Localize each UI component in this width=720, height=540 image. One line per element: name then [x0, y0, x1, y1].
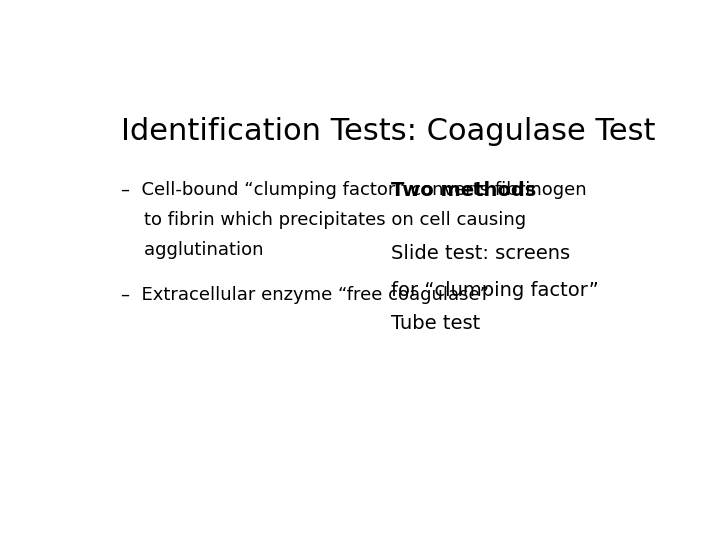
Text: Identification Tests: Coagulase Test: Identification Tests: Coagulase Test — [121, 117, 655, 146]
Text: Tube test: Tube test — [392, 314, 480, 333]
Text: for “clumping factor”: for “clumping factor” — [392, 281, 599, 300]
Text: –  Extracellular enzyme “free coagulase”: – Extracellular enzyme “free coagulase” — [121, 286, 489, 303]
Text: to fibrin which precipitates on cell causing: to fibrin which precipitates on cell cau… — [121, 211, 526, 229]
Text: Two methods: Two methods — [392, 181, 536, 200]
Text: Slide test: screens: Slide test: screens — [392, 244, 570, 262]
Text: agglutination: agglutination — [121, 241, 264, 259]
Text: –  Cell-bound “clumping factor” converts fibrinogen: – Cell-bound “clumping factor” converts … — [121, 181, 586, 199]
